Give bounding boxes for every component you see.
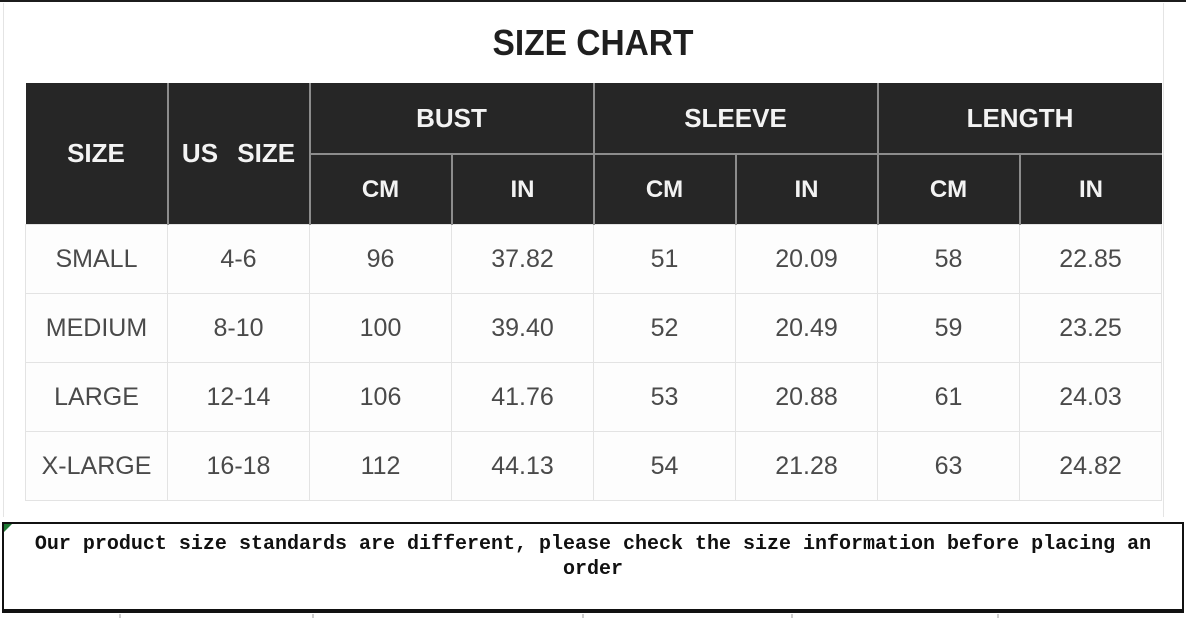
header-unit-row: CM IN CM IN CM IN — [26, 154, 1162, 225]
cell-length-in: 23.25 — [1018, 293, 1163, 363]
col-header-bust-cm: CM — [308, 154, 452, 225]
cell-length-in: 22.85 — [1018, 224, 1163, 294]
cell-sleeve-cm: 52 — [593, 293, 736, 363]
size-table: SIZE US SIZE BUST SLEEVE LENGTH CM IN CM… — [25, 83, 1163, 501]
cell-length-in: 24.03 — [1018, 362, 1163, 432]
cell-size: MEDIUM — [25, 293, 168, 363]
cell-sleeve-in: 21.28 — [735, 431, 878, 501]
gridline-artifact — [791, 614, 793, 618]
cell-bust-cm: 112 — [309, 431, 452, 501]
cell-bust-in: 41.76 — [451, 362, 594, 432]
col-header-us-size: US SIZE — [166, 83, 310, 225]
note-box: Our product size standards are different… — [2, 522, 1184, 613]
table-row: MEDIUM 8-10 100 39.40 52 20.49 59 23.25 — [25, 293, 1163, 363]
cell-us-size: 12-14 — [167, 362, 310, 432]
cell-size: LARGE — [25, 362, 168, 432]
cell-length-cm: 63 — [877, 431, 1020, 501]
gridline-artifact — [119, 614, 121, 618]
cell-sleeve-cm: 54 — [593, 431, 736, 501]
cell-bust-in: 39.40 — [451, 293, 594, 363]
cell-length-cm: 58 — [877, 224, 1020, 294]
cell-length-in: 24.82 — [1018, 431, 1163, 501]
col-header-sleeve-cm: CM — [592, 154, 736, 225]
cell-sleeve-in: 20.49 — [735, 293, 878, 363]
cell-us-size: 8-10 — [167, 293, 310, 363]
col-header-bust: BUST — [308, 83, 594, 155]
col-header-length-cm: CM — [876, 154, 1020, 225]
col-header-length: LENGTH — [876, 83, 1162, 155]
cell-bust-in: 37.82 — [451, 224, 594, 294]
cell-sleeve-in: 20.09 — [735, 224, 878, 294]
size-table-header: SIZE US SIZE BUST SLEEVE LENGTH CM IN CM… — [25, 83, 1162, 225]
table-row: SMALL 4-6 96 37.82 51 20.09 58 22.85 — [25, 224, 1163, 294]
table-row: LARGE 12-14 106 41.76 53 20.88 61 24.03 — [25, 362, 1163, 432]
cell-bust-cm: 96 — [309, 224, 452, 294]
cell-length-cm: 61 — [877, 362, 1020, 432]
col-header-length-in: IN — [1018, 154, 1162, 225]
page-title: SIZE CHART — [492, 22, 694, 63]
gridline-artifact — [582, 614, 584, 618]
cell-us-size: 4-6 — [167, 224, 310, 294]
right-border-line — [1163, 3, 1164, 517]
cell-bust-cm: 100 — [309, 293, 452, 363]
cell-size: SMALL — [25, 224, 168, 294]
gridline-artifact — [997, 614, 999, 618]
top-border-line — [0, 0, 1186, 2]
cell-length-cm: 59 — [877, 293, 1020, 363]
gridline-artifact — [312, 614, 314, 618]
header-group-row: SIZE US SIZE BUST SLEEVE LENGTH — [25, 83, 1162, 225]
cell-us-size: 16-18 — [167, 431, 310, 501]
cell-bust-in: 44.13 — [451, 431, 594, 501]
cell-sleeve-in: 20.88 — [735, 362, 878, 432]
col-header-size: SIZE — [25, 83, 168, 225]
cell-sleeve-cm: 51 — [593, 224, 736, 294]
cell-bust-cm: 106 — [309, 362, 452, 432]
cell-sleeve-cm: 53 — [593, 362, 736, 432]
col-header-bust-in: IN — [450, 154, 594, 225]
col-header-sleeve: SLEEVE — [592, 83, 878, 155]
cell-size: X-LARGE — [25, 431, 168, 501]
table-row: X-LARGE 16-18 112 44.13 54 21.28 63 24.8… — [25, 431, 1163, 501]
cell-corner-marker — [4, 524, 12, 532]
note-text: Our product size standards are different… — [34, 533, 1152, 581]
size-table-body: SMALL 4-6 96 37.82 51 20.09 58 22.85 MED… — [25, 224, 1163, 501]
left-border-line — [3, 3, 4, 517]
col-header-sleeve-in: IN — [734, 154, 878, 225]
